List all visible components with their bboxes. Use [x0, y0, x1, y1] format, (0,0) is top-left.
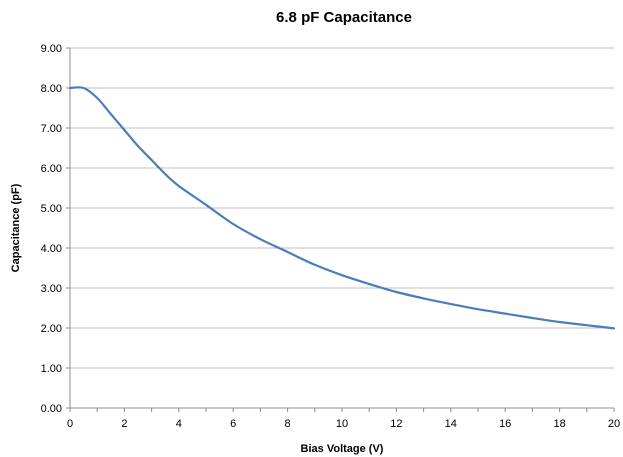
y-tick-label: 5.00 [41, 203, 62, 215]
y-tick-label: 3.00 [41, 283, 62, 295]
x-tick-label: 20 [608, 418, 620, 430]
axes [66, 47, 615, 412]
y-tick-label: 2.00 [41, 323, 62, 335]
x-axis-label: Bias Voltage (V) [301, 443, 384, 455]
y-tick-label: 8.00 [41, 83, 62, 95]
y-tick-label: 0.00 [41, 403, 62, 415]
x-tick-label: 4 [176, 418, 182, 430]
y-tick-label: 4.00 [41, 243, 62, 255]
x-tick-label: 10 [336, 418, 348, 430]
x-tick-label: 2 [121, 418, 127, 430]
y-tick-label: 6.00 [41, 163, 62, 175]
y-tick-labels: 0.00 1.00 2.00 3.00 4.00 5.00 6.00 7.00 8.00 9.00 [41, 43, 62, 415]
y-tick-label: 9.00 [41, 43, 62, 55]
x-tick-label: 8 [285, 418, 291, 430]
y-tick-label: 1.00 [41, 363, 62, 375]
y-tick-label: 7.00 [41, 123, 62, 135]
y-axis-label: Capacitance (pF) [10, 183, 22, 272]
x-tick-label: 0 [67, 418, 73, 430]
x-tick-labels: 0 2 4 6 8 10 12 14 16 18 20 [67, 418, 620, 430]
gridlines [70, 47, 614, 369]
x-tick-label: 16 [499, 418, 511, 430]
capacitance-series-line [68, 86, 616, 330]
chart-title: 6.8 pF Capacitance [276, 9, 412, 26]
series-group [68, 86, 616, 330]
x-tick-label: 14 [445, 418, 457, 430]
x-tick-label: 18 [553, 418, 565, 430]
x-tick-label: 12 [390, 418, 402, 430]
x-tick-label: 6 [230, 418, 236, 430]
